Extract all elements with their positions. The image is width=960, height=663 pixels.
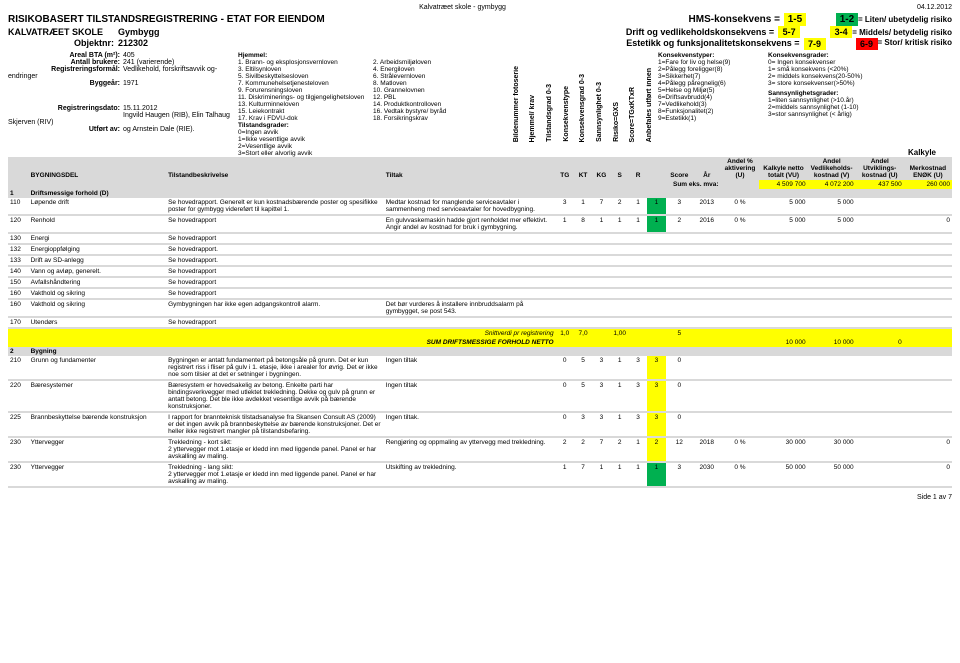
regdato-value: 15.11.2012 (123, 105, 158, 112)
kalkyle-label: Kalkyle (892, 148, 952, 157)
sum-netto: 4 509 700 (759, 180, 807, 189)
regav-value: Ingvild Haugen (RIB), Elin Talhaug Skjer… (8, 112, 230, 126)
sum-utv: 437 500 (856, 180, 904, 189)
regdato-label: Registreringsdato: (8, 105, 123, 112)
risk1-text: = Liten/ ubetydelig risiko (858, 15, 952, 24)
building-type: Gymbygg (118, 27, 238, 37)
tilstandsgrader-box: Tilstandsgrader: 0=Ingen avvik 1=Ikke ve… (238, 122, 508, 157)
sum-vedl: 4 072 200 (808, 180, 856, 189)
col-tilstand: Tilstandbeskrivelse (166, 157, 384, 180)
risk3-box: 6-9 (856, 38, 878, 50)
page-number: Side 1 av 7 (917, 494, 952, 501)
hms-box: 1-5 (784, 13, 806, 26)
hms-label: HMS-konsekvens = (594, 14, 784, 25)
risk1-box: 1-2 (836, 13, 858, 26)
objektnr-label: Objektnr: (8, 38, 118, 50)
byggar-label: Byggeår: (8, 80, 123, 87)
est-label: Estetikk og funksjonalitetskonsekvens = (614, 38, 804, 50)
drift-box: 5-7 (778, 26, 800, 38)
hjemmel-list: Hjemmel: 1. Brann- og eksplosjonsvernlov… (238, 52, 508, 122)
byggar-value: 1971 (123, 80, 139, 87)
est-box: 7-9 (804, 38, 826, 50)
vertical-headers: Bildenummer fotoserieHjemmel/ kravTilsta… (508, 52, 658, 142)
formal-label: Registreringsformål: (8, 66, 123, 73)
objektnr-value: 212302 (118, 38, 148, 50)
konsekvensgrader-list: Konsekvensgrader:0= Ingen konsekvenser1=… (768, 52, 888, 157)
main-title: RISIKOBASERT TILSTANDSREGISTRERING - ETA… (8, 14, 348, 25)
utfort-label: Utført av: (8, 126, 123, 133)
sum-label: Sum eks. mva: (556, 180, 721, 189)
doc-date: 04.12.2012 (917, 4, 952, 11)
doc-title: Kalvatræet skole - gymbygg (419, 4, 506, 11)
school-name: KALVATRÆET SKOLE (8, 27, 118, 37)
brukere-value: 241 (varierende) (123, 59, 174, 66)
risk3-text: = Stor/ kritisk risiko (878, 38, 952, 50)
main-table: BYGNINGSDEL Tilstandbeskrivelse Tiltak T… (8, 157, 952, 488)
col-bygningsdel: BYGNINGSDEL (29, 157, 166, 180)
konsekvenstyper-list: Konsekvenstyper:1=Fare for liv og helse(… (658, 52, 768, 157)
areal-label: Areal BTA (m²): (8, 52, 123, 59)
risk2-text: = Middels/ betydelig risiko (852, 28, 952, 37)
risk2-box: 3-4 (830, 26, 852, 38)
col-tiltak: Tiltak (384, 157, 556, 180)
utfort-value: og Arnstein Dale (RIE). (123, 126, 195, 133)
drift-label: Drift og vedlikeholdskonsekvens = (588, 27, 778, 37)
brukere-label: Antall brukere: (8, 59, 123, 66)
areal-value: 405 (123, 52, 135, 59)
sum-merk: 260 000 (904, 180, 952, 189)
